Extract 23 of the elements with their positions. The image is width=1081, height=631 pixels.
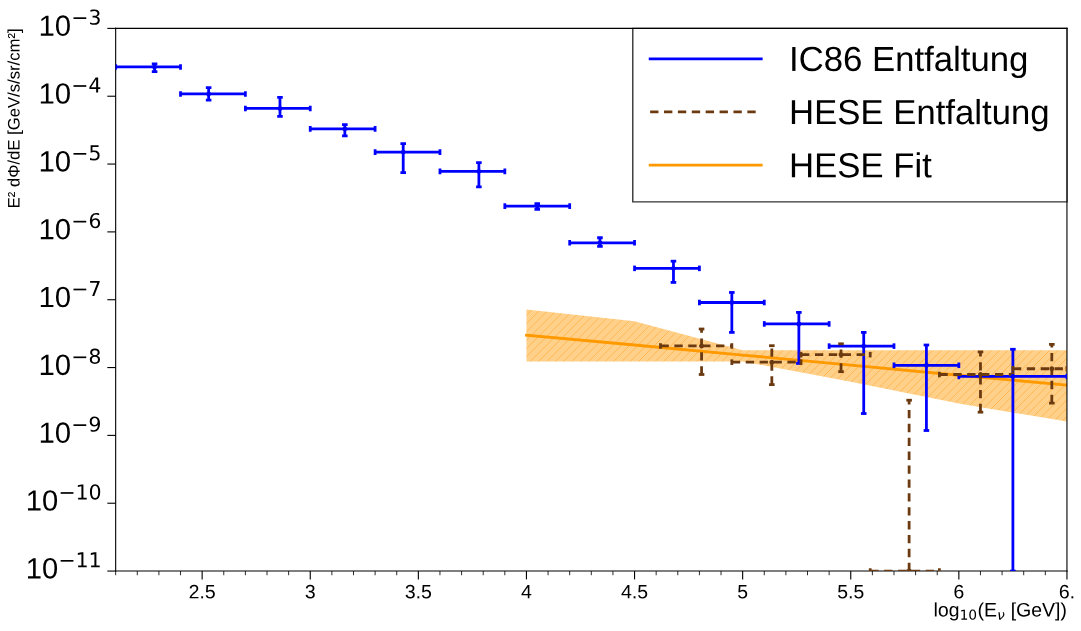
- x-tick-label: 3: [305, 584, 315, 599]
- x-tick-label: 4.5: [621, 584, 648, 599]
- legend-label: HESE Entfaltung: [791, 98, 1048, 132]
- y-tick-label: 10$^{−10}$: [27, 484, 101, 511]
- y-tick-label: 10$^{−4}$: [40, 77, 101, 104]
- y-axis-title: E² dΦ/dE [GeV/s/sr/cm²]: [7, 29, 23, 208]
- x-axis-title: log$_{10}$(E$_{ν}$ [GeV]): [934, 602, 1066, 621]
- y-tick-label: 10$^{−8}$: [40, 348, 101, 376]
- legend-label: IC86 Entfaltung: [792, 45, 1027, 79]
- y-tick-label: 10$^{−5}$: [40, 145, 100, 172]
- y-tick-label: 10$^{−11}$: [27, 552, 100, 579]
- x-tick-label: 2.5: [189, 584, 215, 599]
- legend-label: HESE Fit: [791, 152, 932, 178]
- y-tick-label: 10$^{−6}$: [40, 212, 101, 240]
- y-tick-label: 10$^{−3}$: [40, 9, 100, 36]
- x-tick-label: 4: [521, 584, 532, 599]
- x-tick-label: 5.5: [838, 584, 864, 599]
- y-tick-label: 10$^{−7}$: [40, 281, 100, 308]
- x-tick-label: 6: [954, 584, 964, 599]
- x-tick-label: 3.5: [405, 584, 432, 599]
- x-tick-label: 6.: [1059, 584, 1074, 599]
- y-tick-label: 10$^{−9}$: [40, 416, 100, 443]
- x-tick-label: 5: [738, 584, 748, 599]
